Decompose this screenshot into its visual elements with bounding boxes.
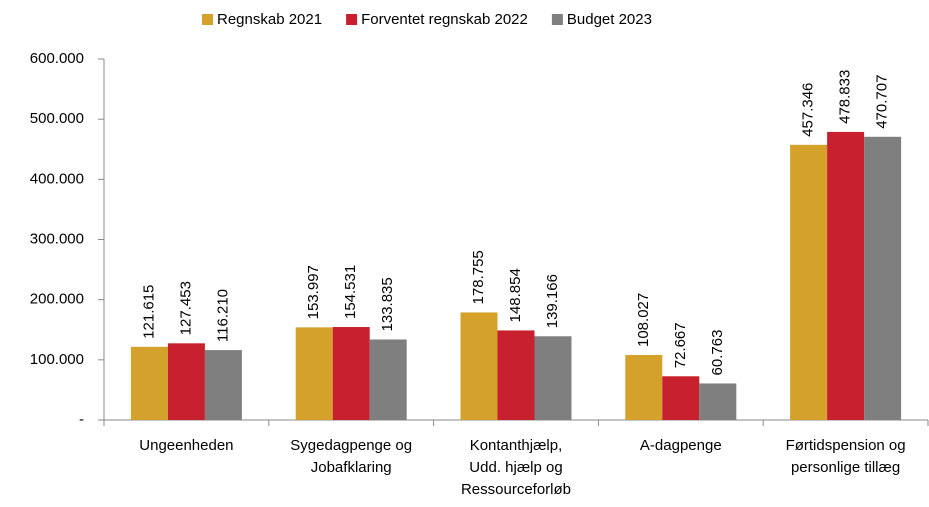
- bar: [130, 346, 168, 420]
- legend-label: Budget 2023: [567, 11, 652, 28]
- legend-swatch: [551, 14, 563, 25]
- y-tick-label: 200.000: [30, 291, 84, 308]
- bar: [625, 355, 663, 420]
- bar: [204, 350, 242, 420]
- value-label: 116.210: [214, 289, 231, 342]
- value-label: 148.854: [507, 268, 524, 322]
- bar: [790, 144, 828, 421]
- value-label: 127.453: [177, 281, 194, 335]
- x-tick-label: Ungeenheden: [139, 437, 233, 454]
- bar: [534, 336, 572, 420]
- value-label: 478.833: [837, 70, 854, 124]
- bar: [662, 376, 700, 420]
- x-tick-label: Ressourceforløb: [461, 481, 571, 498]
- value-label: 108.027: [635, 293, 652, 347]
- value-label: 154.531: [342, 265, 359, 319]
- value-label: 470.707: [874, 75, 891, 129]
- x-tick-label: Jobafklaring: [311, 459, 392, 476]
- y-tick-label: 500.000: [30, 110, 84, 127]
- bar: [369, 339, 407, 420]
- y-tick-label: 400.000: [30, 170, 84, 187]
- legend-swatch: [202, 14, 213, 25]
- value-label: 133.835: [379, 277, 396, 331]
- value-label: 457.346: [800, 83, 817, 137]
- y-tick-label: 600.000: [30, 50, 84, 67]
- value-label: 121.615: [140, 285, 157, 339]
- bar: [332, 327, 370, 420]
- x-tick-label: Førtidspension og: [786, 437, 906, 454]
- value-label: 178.755: [470, 250, 487, 304]
- legend-label: Regnskab 2021: [217, 11, 322, 28]
- y-tick-label: 300.000: [30, 230, 84, 247]
- legend-swatch: [346, 14, 358, 25]
- y-tick-label: -: [79, 411, 84, 428]
- bar: [460, 312, 498, 420]
- x-tick-label: A-dagpenge: [640, 437, 722, 454]
- value-label: 139.166: [544, 274, 561, 328]
- value-label: 60.763: [709, 330, 726, 376]
- bar: [295, 327, 333, 420]
- value-label: 72.667: [672, 322, 689, 368]
- bar: [827, 131, 865, 420]
- bar: [864, 136, 902, 420]
- bar: [497, 330, 535, 420]
- bar: [167, 343, 205, 420]
- x-tick-label: personlige tillæg: [791, 459, 900, 476]
- legend-label: Forventet regnskab 2022: [361, 11, 528, 28]
- x-tick-label: Sygedagpenge og: [290, 437, 412, 454]
- y-tick-label: 100.000: [30, 351, 84, 368]
- bar: [699, 383, 737, 420]
- x-tick-label: Udd. hjælp og: [469, 459, 562, 476]
- x-tick-label: Kontanthjælp,: [470, 437, 563, 454]
- value-label: 153.997: [305, 265, 322, 319]
